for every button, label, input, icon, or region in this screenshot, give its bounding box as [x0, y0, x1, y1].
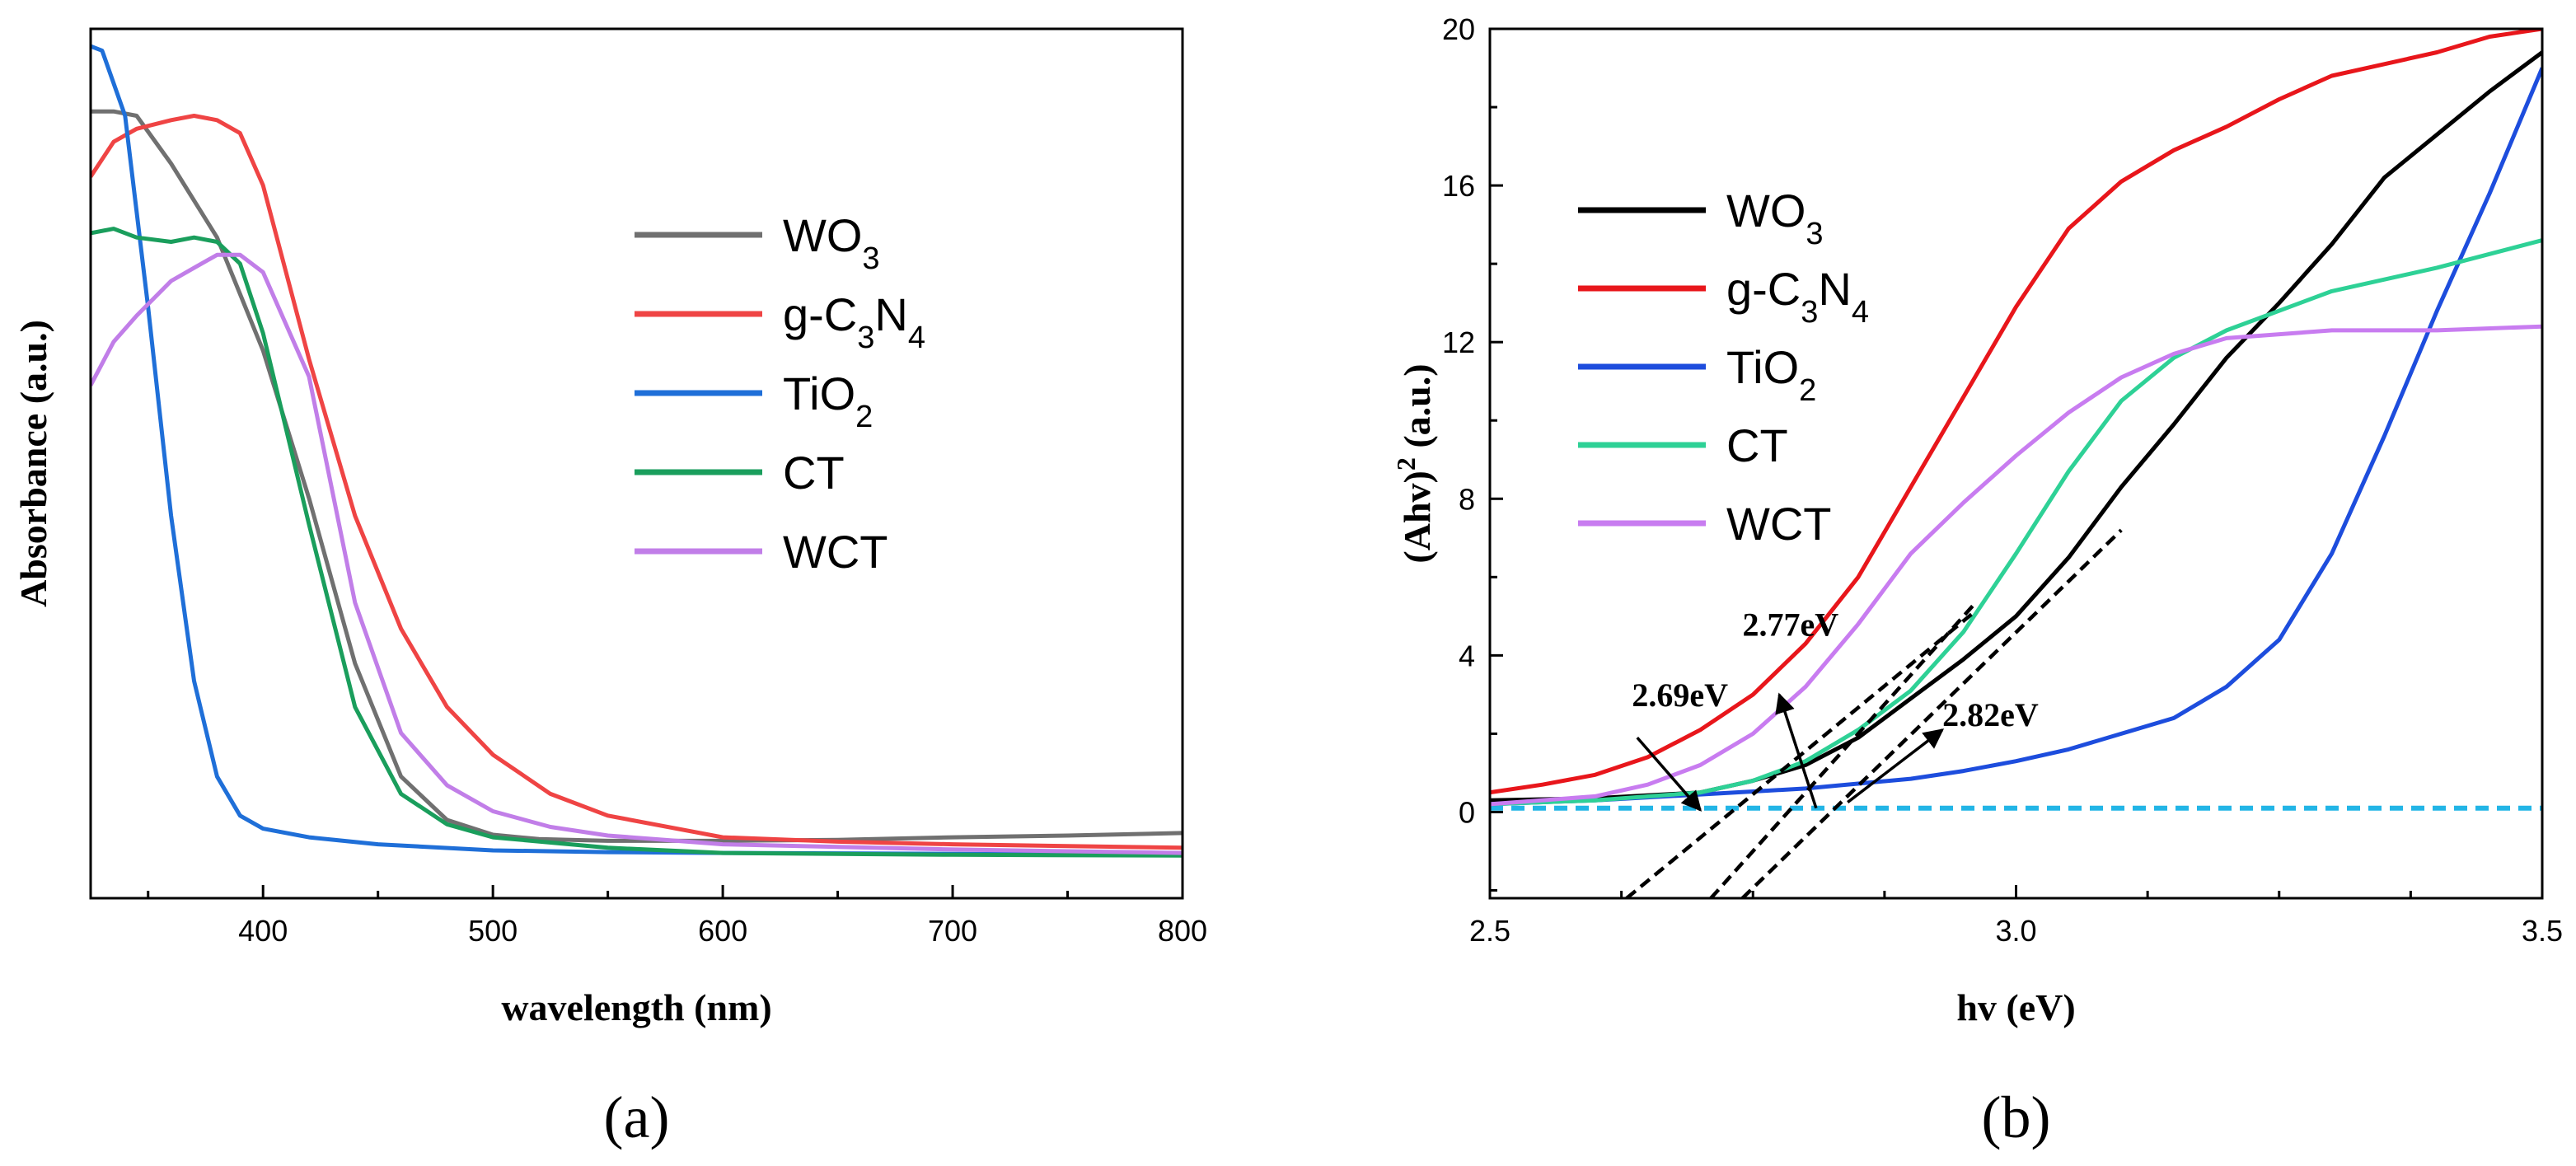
x-axis-title: wavelength (nm)	[501, 986, 771, 1028]
text-part: 2	[1799, 373, 1816, 408]
annotation-arrow-2	[1775, 692, 1818, 809]
annotation-label-3: 2.82eV	[1942, 696, 2039, 733]
x-tick-label: 600	[698, 914, 747, 948]
legend-label-tio2: TiO2	[1726, 341, 1816, 408]
panel-a: 400 500 600 700 800 wavelength (nm) Absorbance…	[12, 27, 1207, 1150]
y-axis-title: (Ahv)2 (a.u.)	[1391, 363, 1438, 563]
text-part: N	[874, 288, 907, 340]
x-tick-label: 800	[1158, 914, 1207, 948]
text-part: 2	[1391, 457, 1421, 471]
legend-label-g-c3n4: g-C3N4	[1726, 263, 1869, 330]
text-part: 3	[857, 321, 874, 355]
text-part: 4	[908, 321, 925, 355]
legend-label-wct: WCT	[783, 526, 888, 578]
y-tick-label: 0	[1459, 795, 1475, 829]
text-part: CT	[783, 447, 845, 499]
y-tick-label: 20	[1442, 12, 1475, 46]
text-part: (a.u.)	[1396, 363, 1438, 457]
text-part: (Ahv)	[1396, 471, 1438, 563]
text-part: N	[1818, 263, 1851, 315]
legend-label-g-c3n4: g-C3N4	[783, 288, 925, 355]
tangent-line-3	[1740, 528, 2123, 898]
annotation-arrow-3	[1847, 728, 1945, 803]
x-tick-label: 500	[468, 914, 518, 948]
x-tick-label: 2.5	[1469, 914, 1510, 948]
text-part: TiO	[1726, 341, 1799, 393]
text-part: WO	[783, 209, 862, 261]
text-part: 4	[1852, 295, 1869, 330]
text-part: 3	[1801, 295, 1818, 330]
legend-label-wo3: WO3	[783, 209, 880, 276]
series-line-g-c3n4	[1490, 29, 2542, 795]
text-part: g-C	[1726, 263, 1801, 315]
text-part: g-C	[783, 288, 857, 340]
series-line-ct	[91, 227, 1183, 858]
series-line-tio2	[1490, 67, 2542, 807]
legend-label-tio2: TiO2	[783, 368, 873, 434]
annotation-label-2: 2.77eV	[1742, 606, 1838, 644]
x-tick-label: 3.5	[2522, 914, 2563, 948]
tangent-line-2	[1709, 603, 1976, 898]
y-tick-label: 8	[1459, 482, 1475, 516]
series-line-g-c3n4	[91, 114, 1183, 850]
panel-b: 2.69eV 2.77eV 2.82eV 2.5 3.0 3.5 0 4 8 12 16 20 hv (…	[1391, 12, 2563, 1150]
plot-frame	[1488, 27, 2544, 900]
annotation-label-1: 2.69eV	[1632, 677, 1728, 714]
text-part: WCT	[783, 526, 888, 578]
x-tick-label: 400	[238, 914, 288, 948]
y-tick-label: 4	[1459, 639, 1475, 672]
x-axis-title: hv (eV)	[1956, 986, 2075, 1028]
panel-label: (b)	[1982, 1084, 2051, 1150]
annotation-arrow-1	[1636, 737, 1703, 812]
series-line-wct	[1490, 324, 2542, 807]
plot-frame	[89, 27, 1184, 900]
x-tick-label: 3.0	[1995, 914, 2036, 948]
text-part: CT	[1726, 419, 1788, 471]
y-tick-label: 16	[1442, 169, 1475, 203]
panel-label: (a)	[604, 1084, 670, 1150]
text-part: 2	[855, 400, 873, 434]
legend-label-wo3: WO3	[1726, 185, 1824, 251]
text-part: TiO	[783, 368, 855, 419]
plot-area	[1490, 29, 2542, 898]
legend-label-ct: CT	[783, 447, 845, 499]
text-part: 3	[862, 241, 879, 276]
text-part: WO	[1726, 185, 1806, 236]
text-part: 3	[1806, 217, 1823, 251]
series-line-wct	[91, 252, 1183, 855]
series-line-ct	[1490, 238, 2542, 807]
series-line-tio2	[91, 44, 1183, 857]
series-line-wo3	[91, 109, 1183, 843]
y-axis-title: Absorbance (a.u.)	[12, 320, 54, 607]
text-part: WCT	[1726, 498, 1832, 550]
x-tick-label: 700	[928, 914, 977, 948]
legend-label-wct: WCT	[1726, 498, 1832, 550]
plot-area	[91, 44, 1183, 858]
legend-label-ct: CT	[1726, 419, 1788, 471]
y-tick-label: 12	[1442, 325, 1475, 359]
